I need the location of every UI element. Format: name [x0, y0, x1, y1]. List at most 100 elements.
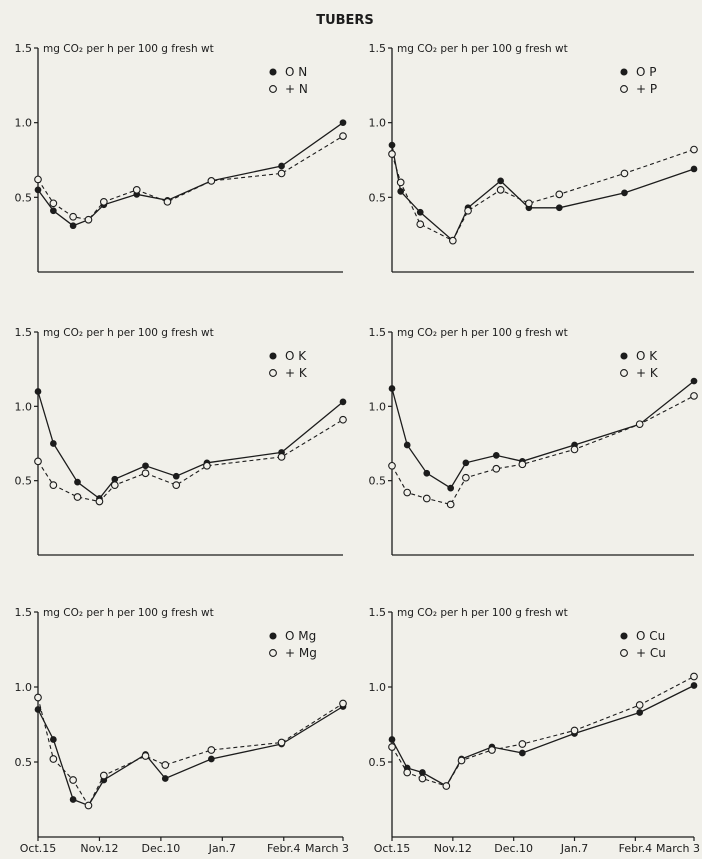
data-point: [636, 709, 644, 716]
data-point: [50, 736, 57, 743]
legend-marker: [620, 68, 628, 76]
figure-title: TUBERS: [316, 13, 374, 28]
data-point: [141, 469, 150, 478]
legend-marker: [269, 369, 277, 377]
legend-marker: [620, 649, 628, 657]
data-point: [141, 752, 150, 760]
data-point: [207, 177, 216, 185]
data-point: [69, 212, 77, 221]
data-point: [95, 497, 104, 506]
y-axis-label: mg CO₂ per h per 100 g fresh wt: [397, 327, 568, 339]
legend-marker: [620, 632, 628, 640]
data-point: [277, 169, 286, 178]
series-line-2: [37, 135, 344, 221]
data-point: [73, 493, 82, 501]
legend-label: O K: [636, 349, 658, 363]
x-tick-label: Febr.4: [619, 842, 652, 855]
legend-marker: [620, 369, 628, 377]
data-point: [50, 207, 57, 215]
legend-label: O P: [636, 65, 657, 79]
chart-panel-1: 1.5 1.0 0.5 mg CO₂ per h per 100 g fresh wt…: [15, 42, 347, 273]
x-tick-label: March 3: [656, 842, 700, 855]
data-point: [163, 197, 172, 206]
data-point: [50, 440, 57, 447]
data-point: [525, 199, 533, 208]
series-line-2: [391, 676, 695, 787]
y-tick-label: 1.0: [369, 681, 387, 694]
legend-marker: [269, 632, 277, 640]
data-point: [34, 457, 42, 466]
data-point: [277, 738, 286, 747]
legend-label: O K: [285, 349, 307, 363]
y-tick-label: 1.5: [15, 606, 33, 619]
data-point: [492, 452, 500, 459]
data-point: [416, 208, 424, 216]
chart-panel-6: 1.5 1.0 0.5 mg CO₂ per h per 100 g fresh wt…: [369, 606, 701, 855]
data-point: [207, 755, 215, 763]
data-point: [388, 385, 396, 392]
y-tick-label: 1.5: [15, 42, 33, 55]
data-point: [635, 420, 644, 429]
data-point: [488, 746, 496, 754]
data-point: [388, 141, 396, 149]
x-tick-label: Oct.15: [20, 842, 57, 855]
x-tick-label: Nov.12: [434, 842, 472, 855]
data-point: [690, 672, 698, 681]
data-point: [620, 169, 629, 178]
x-tick-label: Dec.10: [141, 842, 180, 855]
legend-label: + N: [285, 82, 308, 96]
legend-marker: [269, 85, 277, 93]
data-point: [339, 132, 347, 140]
data-point: [110, 481, 119, 489]
data-point: [34, 706, 42, 713]
data-point: [555, 190, 564, 199]
data-point: [339, 415, 347, 424]
y-tick-label: 0.5: [369, 191, 387, 204]
legend-label: O Cu: [636, 629, 665, 643]
data-point: [397, 188, 405, 195]
data-point: [621, 189, 628, 197]
series-line-2: [391, 148, 695, 242]
data-point: [403, 768, 412, 777]
data-point: [635, 701, 644, 709]
data-point: [570, 445, 579, 454]
data-point: [84, 215, 93, 224]
data-point: [277, 453, 286, 461]
y-axis-label: mg CO₂ per h per 100 g fresh wt: [43, 327, 214, 339]
data-point: [84, 801, 93, 810]
data-point: [69, 776, 77, 784]
data-point: [388, 743, 396, 751]
series-line-1: [391, 684, 695, 787]
data-point: [34, 388, 42, 395]
y-tick-label: 0.5: [369, 756, 387, 769]
data-point: [203, 461, 211, 470]
data-point: [690, 682, 698, 689]
data-point: [99, 771, 108, 780]
series-line-1: [37, 391, 344, 500]
legend-marker: [620, 85, 628, 93]
y-tick-label: 1.0: [15, 681, 33, 694]
series-line-2: [391, 395, 695, 506]
x-tick-label: Febr.4: [267, 842, 300, 855]
data-point: [69, 222, 77, 230]
data-point: [99, 197, 108, 206]
chart-panel-5: 1.5 1.0 0.5 mg CO₂ per h per 100 g fresh wt…: [15, 606, 350, 855]
data-point: [339, 119, 347, 127]
data-point: [423, 469, 431, 477]
data-point: [457, 756, 466, 765]
legend-marker: [269, 68, 277, 76]
data-point: [497, 177, 504, 185]
data-point: [34, 693, 42, 702]
data-point: [388, 736, 396, 743]
data-point: [111, 475, 119, 483]
y-axis-label: mg CO₂ per h per 100 g fresh wt: [397, 43, 568, 55]
data-point: [462, 459, 470, 467]
data-point: [396, 178, 405, 187]
series-line-1: [391, 144, 695, 242]
data-point: [388, 150, 396, 158]
data-point: [172, 481, 181, 489]
legend-label: O Mg: [285, 629, 316, 643]
data-point: [172, 472, 180, 480]
